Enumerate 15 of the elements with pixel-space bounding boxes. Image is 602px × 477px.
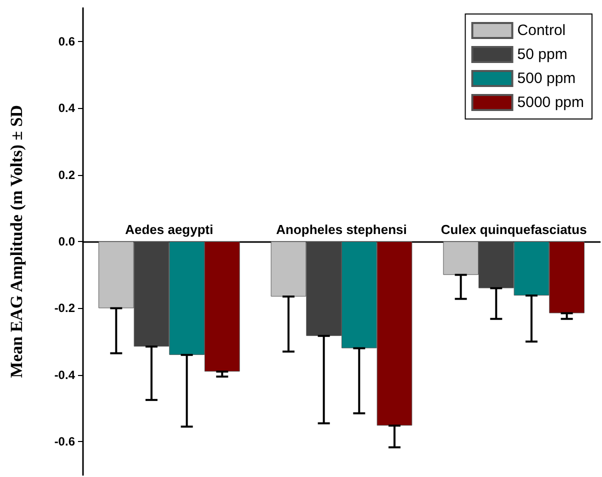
y-tick-label: 0.6 bbox=[58, 34, 76, 48]
x-tick-label: Anopheles stephensi bbox=[276, 222, 407, 237]
legend-label: 500 ppm bbox=[517, 70, 576, 87]
x-tick-label: Aedes aegypti bbox=[125, 222, 214, 237]
legend-label: 50 ppm bbox=[517, 46, 568, 63]
legend-label: Control bbox=[517, 22, 566, 39]
y-tick-label: -0.4 bbox=[54, 368, 76, 382]
y-tick-label: -0.2 bbox=[54, 301, 76, 316]
y-tick-label: 0.2 bbox=[58, 168, 76, 182]
y-axis-title: Mean EAG Amplitude (m Volts) ± SD bbox=[7, 105, 26, 378]
x-tick-label: Culex quinquefasciatus bbox=[440, 222, 587, 237]
y-tick-label: -0.6 bbox=[54, 434, 76, 449]
y-tick-label: 0.0 bbox=[58, 234, 76, 248]
legend-label: 5000 ppm bbox=[517, 94, 584, 111]
y-tick-label: 0.4 bbox=[58, 101, 76, 116]
